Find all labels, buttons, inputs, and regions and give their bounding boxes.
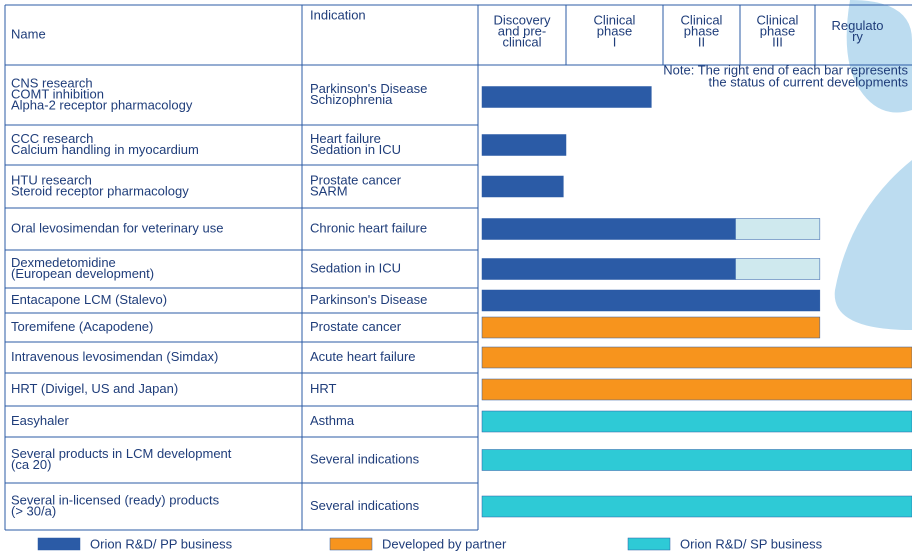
phase-header: clinical (502, 34, 541, 49)
bar (481, 346, 912, 369)
product-name: Calcium handling in myocardium (11, 142, 199, 157)
indication: Several indications (310, 498, 420, 513)
bar-extension (735, 258, 821, 280)
indication: Prostate cancer (310, 319, 402, 334)
indication: Schizophrenia (310, 92, 393, 107)
indication: Parkinson's Disease (310, 292, 427, 307)
legend-key (37, 537, 81, 551)
phase-header: Regulato (831, 18, 883, 33)
product-name: Entacapone LCM (Stalevo) (11, 292, 167, 307)
product-name: Several products in LCM development (11, 446, 232, 461)
phase-header: and pre- (498, 23, 546, 38)
indication: Parkinson's Disease (310, 81, 427, 96)
phase-header: Discovery (493, 12, 551, 27)
phase-header: Clinical (681, 12, 723, 27)
product-name: HRT (Divigel, US and Japan) (11, 381, 178, 396)
bar (481, 410, 912, 433)
indication: Asthma (310, 413, 355, 428)
header-indication: Indication (310, 7, 366, 22)
bar (481, 378, 912, 401)
legend-label: Developed by partner (382, 536, 507, 551)
product-name: Toremifene (Acapodene) (11, 319, 153, 334)
bar (481, 495, 912, 518)
header-name: Name (11, 26, 46, 41)
indication: SARM (310, 183, 348, 198)
indication: Chronic heart failure (310, 220, 427, 235)
bar (481, 258, 736, 280)
product-name: HTU research (11, 172, 92, 187)
bar (481, 218, 736, 240)
indication: Acute heart failure (310, 349, 416, 364)
product-name: Intravenous levosimendan (Simdax) (11, 349, 218, 364)
bar (481, 86, 652, 108)
phase-header: phase (684, 23, 719, 38)
product-name: CCC research (11, 131, 93, 146)
product-name: (ca 20) (11, 457, 51, 472)
phase-header: Clinical (757, 12, 799, 27)
bar-extension (735, 218, 821, 240)
phase-header: II (698, 34, 705, 49)
bar (481, 449, 912, 471)
product-name: (> 30/a) (11, 503, 56, 518)
product-name: COMT inhibition (11, 86, 104, 101)
indication: Sedation in ICU (310, 260, 401, 275)
note: the status of current developments (709, 74, 909, 89)
product-name: Steroid receptor pharmacology (11, 183, 189, 198)
legend-label: Orion R&D/ SP business (680, 536, 823, 551)
product-name: Oral levosimendan for veterinary use (11, 220, 223, 235)
phase-header: III (772, 34, 783, 49)
phase-header: phase (760, 23, 795, 38)
indication: HRT (310, 381, 337, 396)
indication: Sedation in ICU (310, 142, 401, 157)
phase-header: I (613, 34, 617, 49)
indication: Several indications (310, 451, 420, 466)
phase-header: phase (597, 23, 632, 38)
product-name: (European development) (11, 266, 154, 281)
bar (481, 175, 564, 198)
legend-key (627, 537, 671, 551)
phase-header: ry (852, 29, 863, 44)
indication: Prostate cancer (310, 172, 402, 187)
product-name: Alpha-2 receptor pharmacology (11, 97, 193, 112)
product-name: Several in-licensed (ready) products (11, 492, 220, 507)
decor (834, 160, 912, 330)
product-name: CNS research (11, 75, 93, 90)
decor (846, 0, 912, 113)
bar (481, 134, 567, 156)
legend-key (329, 537, 373, 551)
indication: Heart failure (310, 131, 381, 146)
bar (481, 316, 821, 339)
note: Note: The right end of each bar represen… (663, 62, 908, 77)
product-name: Easyhaler (11, 413, 69, 428)
product-name: Dexmedetomidine (11, 255, 116, 270)
bar (481, 289, 821, 312)
phase-header: Clinical (594, 12, 636, 27)
legend-label: Orion R&D/ PP business (90, 536, 233, 551)
